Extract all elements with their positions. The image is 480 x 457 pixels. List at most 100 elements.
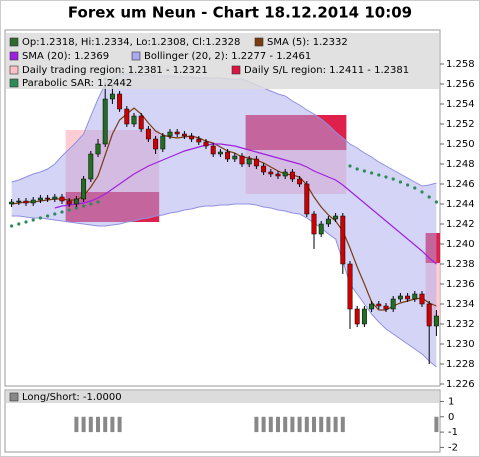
long-short-bar [261,416,266,433]
sar-dot [67,208,71,212]
sar-dot [10,224,14,228]
legend-swatch [9,65,19,75]
candle-body [210,145,216,155]
long-short-bar [88,416,93,433]
long-short-bar [81,416,86,433]
legend-swatch [9,51,19,61]
long-short-bar [268,416,273,433]
candle-body [95,143,101,155]
y-tick-label: 1.252 [446,119,475,130]
sar-dot [82,204,86,208]
y-tick-label: 1.232 [446,319,475,330]
legend-label: Daily S/L region: 1.2411 - 1.2381 [244,65,409,76]
bollinger-lower [11,203,437,368]
sar-dot [420,190,424,194]
legend-swatch [131,51,141,61]
candle-body [30,199,36,204]
candle-body [340,215,346,265]
sar-dot [377,173,381,177]
candle-body [102,98,108,145]
candle-body [419,293,425,305]
legend-label: SMA (5): 1.2332 [267,37,348,48]
long-short-bar [96,416,100,433]
y-tick-label: 1.228 [446,359,475,370]
y-tick-label: 1 [448,396,454,407]
candle-body [52,196,58,200]
y-tick-label: 1.226 [446,379,475,390]
sar-dot [31,218,35,222]
y-tick-label: -1 [448,427,458,438]
long-short-bar [283,416,288,433]
candle-body [253,158,259,167]
candle-body [109,93,115,100]
indicator-line [54,143,437,265]
sar-dot [74,206,78,210]
candle-body [311,213,317,235]
y-tick-label: 1.238 [446,259,475,270]
long-short-bar [254,416,259,433]
legend-swatch [231,65,241,75]
y-tick-label: 1.254 [446,99,475,110]
candle-body [261,165,267,173]
candle-body [426,303,432,327]
candle-body [246,158,252,165]
sar-dot [17,222,21,226]
sar-dot [362,169,366,173]
sar-dot [406,183,410,187]
long-short-bar [434,416,439,433]
long-short-bar [326,416,331,433]
y-tick-label: 0 [448,412,454,423]
sar-dot [53,212,57,216]
sar-dot [398,180,402,184]
sar-dot [60,210,64,214]
legend-swatch [9,392,19,402]
sar-dot [96,200,100,204]
sar-dot [348,164,352,168]
indicator-name: Long/Short: -1.0000 [22,392,122,403]
long-short-bar [304,416,309,433]
y-tick-label: 1.244 [446,199,475,210]
candle-body [383,305,389,310]
bollinger-band [11,74,437,367]
candle-body [138,115,144,130]
sar-dot [46,214,50,218]
legend-swatch [9,78,19,88]
sar-dot [384,175,388,179]
candle-body [124,108,130,125]
candle-body [131,115,137,125]
y-tick-label: 1.248 [446,159,475,170]
candle-body [376,303,382,307]
y-tick-label: 1.230 [446,339,475,350]
candle-body [354,308,360,325]
candle-body [289,171,295,180]
candle-body [203,141,209,147]
long-short-bar [340,416,345,433]
candle-body [217,151,223,155]
candle-body [117,93,123,110]
long-short-bar [312,416,316,433]
candle-body [37,197,43,201]
y-tick-label: 1.246 [446,179,475,190]
candle-body [189,135,195,140]
candle-body [196,138,202,143]
candle-body [282,171,288,177]
candle-body [333,215,339,220]
sar-dot [89,202,93,206]
y-tick-label: -2 [448,442,458,453]
candle-body [318,223,324,235]
candle-body [23,200,29,204]
long-short-bar [319,416,324,433]
candle-body [412,293,418,300]
legend-swatch [254,37,264,47]
candle-body [145,128,151,140]
y-tick-label: 1.240 [446,239,475,250]
long-short-bar [276,416,280,433]
candle-body [66,200,72,205]
long-short-bar [117,416,122,433]
y-tick-label: 1.250 [446,139,475,150]
candle-body [181,133,187,137]
candle-body [297,178,303,185]
long-short-bar [74,416,79,433]
candle-body [16,200,22,203]
